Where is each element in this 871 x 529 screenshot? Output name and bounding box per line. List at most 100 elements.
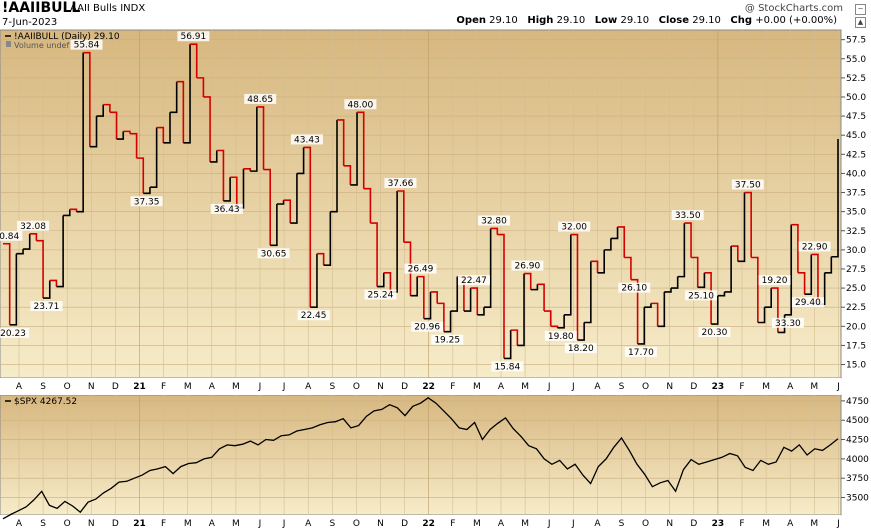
series-segment bbox=[443, 311, 452, 333]
series-segment bbox=[149, 127, 158, 188]
series-segment bbox=[423, 291, 432, 320]
x-tick-label: F bbox=[450, 382, 455, 392]
x-tick-label: J bbox=[282, 382, 286, 392]
top-y-axis: 15.0 17.5 20.0 22.5 25.0 27.5 30.0 32.5 35.0 37.5… bbox=[841, 36, 866, 371]
x-tick-label: D bbox=[690, 519, 697, 529]
x-tick-label: S bbox=[40, 382, 46, 392]
value-annotation: 20.96 bbox=[414, 323, 440, 333]
annotation-bg bbox=[30, 301, 63, 312]
series-segment bbox=[684, 222, 692, 258]
series-segment bbox=[316, 252, 325, 266]
chg-label: Chg bbox=[730, 15, 753, 26]
series-segment bbox=[176, 80, 185, 143]
x-tick-label: F bbox=[161, 519, 166, 529]
series-segment bbox=[377, 272, 385, 288]
value-annotation: 26.10 bbox=[621, 284, 647, 294]
annotation-bg bbox=[297, 310, 330, 321]
x-tick-label: M bbox=[184, 382, 192, 392]
series-segment bbox=[737, 192, 746, 263]
series-segment bbox=[170, 81, 178, 114]
annotation-bg bbox=[0, 230, 23, 241]
x-tick-label: 22 bbox=[422, 519, 435, 529]
series-segment bbox=[9, 253, 18, 326]
series-segment bbox=[370, 222, 378, 287]
annotation-bg bbox=[671, 210, 704, 221]
y-tick-label: 45.0 bbox=[846, 131, 866, 141]
annotation-bg bbox=[17, 220, 50, 231]
x-tick-label: J bbox=[282, 519, 286, 529]
annotation-bg bbox=[384, 178, 417, 189]
series-segment bbox=[630, 278, 639, 344]
x-tick-label: F bbox=[739, 519, 744, 529]
series-segment bbox=[216, 149, 225, 201]
top-legend-label: !AAIIBULL (Daily) 29.10 bbox=[14, 32, 120, 42]
series-segment bbox=[23, 233, 31, 250]
open-value: 29.10 bbox=[489, 15, 518, 26]
annotation-bg bbox=[290, 134, 323, 145]
x-tick-label: J bbox=[258, 519, 262, 529]
annotation-bg bbox=[344, 99, 377, 110]
x-tick-label: D bbox=[112, 382, 119, 392]
x-tick-label: M bbox=[521, 382, 529, 392]
value-annotation: 32.08 bbox=[20, 222, 46, 232]
x-tick-label: F bbox=[739, 382, 744, 392]
y-tick-label: 4500 bbox=[846, 416, 869, 426]
x-tick-label: S bbox=[329, 382, 335, 392]
series-segment bbox=[590, 260, 599, 273]
series-segment bbox=[577, 322, 585, 341]
series-segment bbox=[610, 226, 619, 240]
symbol-description: AAII Bulls INDX bbox=[70, 3, 145, 14]
series-segment bbox=[510, 329, 519, 346]
x-tick-label: D bbox=[690, 382, 697, 392]
y-tick-label: 32.5 bbox=[846, 227, 866, 237]
series-segment bbox=[310, 253, 318, 308]
series-segment bbox=[557, 314, 565, 329]
x-tick-label: J bbox=[547, 519, 551, 529]
series-segment bbox=[831, 139, 839, 258]
x-tick-label: J bbox=[547, 382, 551, 392]
x-tick-label: A bbox=[305, 519, 312, 529]
minimize-icon[interactable]: ─ bbox=[855, 4, 866, 15]
x-tick-label: J bbox=[571, 382, 575, 392]
series-segment bbox=[270, 204, 278, 247]
y-tick-label: 4750 bbox=[846, 397, 869, 407]
y-tick-label: 30.0 bbox=[846, 246, 866, 256]
series-segment bbox=[617, 226, 626, 258]
series-segment bbox=[203, 96, 211, 162]
series-segment bbox=[337, 119, 345, 166]
series-segment bbox=[143, 187, 151, 195]
value-annotation: 20.23 bbox=[0, 329, 26, 339]
y-tick-label: 57.5 bbox=[846, 36, 866, 46]
annotation-bg bbox=[758, 275, 791, 286]
x-tick-label: A bbox=[787, 519, 794, 529]
y-tick-label: 47.5 bbox=[846, 112, 866, 122]
x-tick-label: N bbox=[88, 519, 95, 529]
x-tick-label: S bbox=[619, 382, 625, 392]
value-annotation: 25.24 bbox=[368, 291, 394, 301]
series-segment bbox=[791, 223, 799, 273]
series-segment bbox=[183, 44, 191, 144]
y-tick-label: 22.5 bbox=[846, 303, 866, 313]
series-segment bbox=[463, 288, 472, 312]
series-segment bbox=[650, 302, 659, 327]
bottom-xaxis-band bbox=[0, 515, 841, 529]
y-tick-label: 25.0 bbox=[846, 284, 866, 294]
series-segment bbox=[196, 77, 205, 97]
x-tick-label: M bbox=[473, 382, 481, 392]
series-segment bbox=[490, 227, 499, 235]
series-segment bbox=[43, 280, 51, 299]
collapse-icon[interactable]: ▲ bbox=[855, 17, 866, 28]
series-segment bbox=[163, 112, 171, 144]
x-tick-label: M bbox=[232, 382, 240, 392]
annotation-bg bbox=[491, 361, 524, 372]
series-segment bbox=[276, 200, 285, 205]
series-segment bbox=[343, 164, 352, 185]
annotation-bg bbox=[70, 39, 103, 50]
x-tick-label: N bbox=[666, 519, 673, 529]
x-tick-label: M bbox=[184, 519, 192, 529]
value-annotation: 22.90 bbox=[802, 242, 828, 252]
series-segment bbox=[497, 233, 505, 359]
y-tick-label: 15.0 bbox=[846, 361, 866, 371]
x-tick-label: O bbox=[353, 382, 360, 392]
